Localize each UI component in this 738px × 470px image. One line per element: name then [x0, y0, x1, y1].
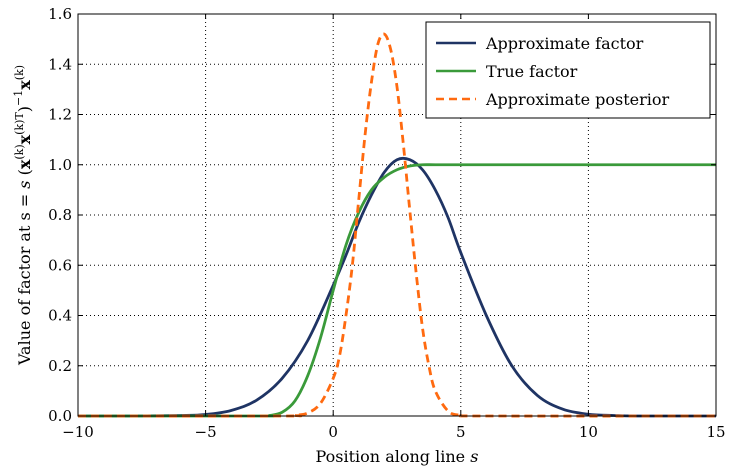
legend-label-approximate-factor: Approximate factor: [485, 34, 644, 53]
series-layer: [77, 32, 717, 418]
legend: Approximate factor True factor Approxima…: [425, 21, 711, 119]
y-tick-label: 1.0: [48, 156, 72, 174]
y-tick-label: 0.8: [48, 206, 72, 224]
series-line-approximate-posterior: [77, 32, 717, 418]
x-tick-label: −5: [195, 423, 217, 441]
y-axis-label: Value of factor at s = s (x(k)x(k)T)−1x(…: [12, 65, 34, 366]
y-tick-labels: 0.0 0.2 0.4 0.6 0.8 1.0 1.2 1.4 1.6: [48, 5, 72, 425]
x-tick-label: 10: [579, 423, 598, 441]
series-line-true-factor: [77, 163, 716, 418]
legend-label-approximate-posterior: Approximate posterior: [485, 90, 670, 109]
x-axis-label: Position along line s: [316, 447, 479, 466]
grid: [78, 14, 716, 416]
x-tick-label: 15: [706, 423, 725, 441]
ticks: [77, 13, 717, 417]
y-tick-label: 0.2: [48, 357, 72, 375]
legend-label-true-factor: True factor: [486, 62, 578, 81]
y-tick-label: 1.4: [48, 55, 72, 73]
x-tick-label: −10: [62, 423, 94, 441]
series-line-approximate-factor: [77, 156, 717, 418]
y-tick-label: 0.4: [48, 307, 72, 325]
x-tick-labels: −10 −5 0 5 10 15: [62, 423, 725, 441]
y-tick-label: 0.6: [48, 256, 72, 274]
x-tick-label: 5: [456, 423, 466, 441]
y-tick-label: 0.0: [48, 407, 72, 425]
x-tick-label: 0: [328, 423, 338, 441]
y-tick-label: 1.6: [48, 5, 72, 23]
y-tick-label: 1.2: [48, 106, 72, 124]
